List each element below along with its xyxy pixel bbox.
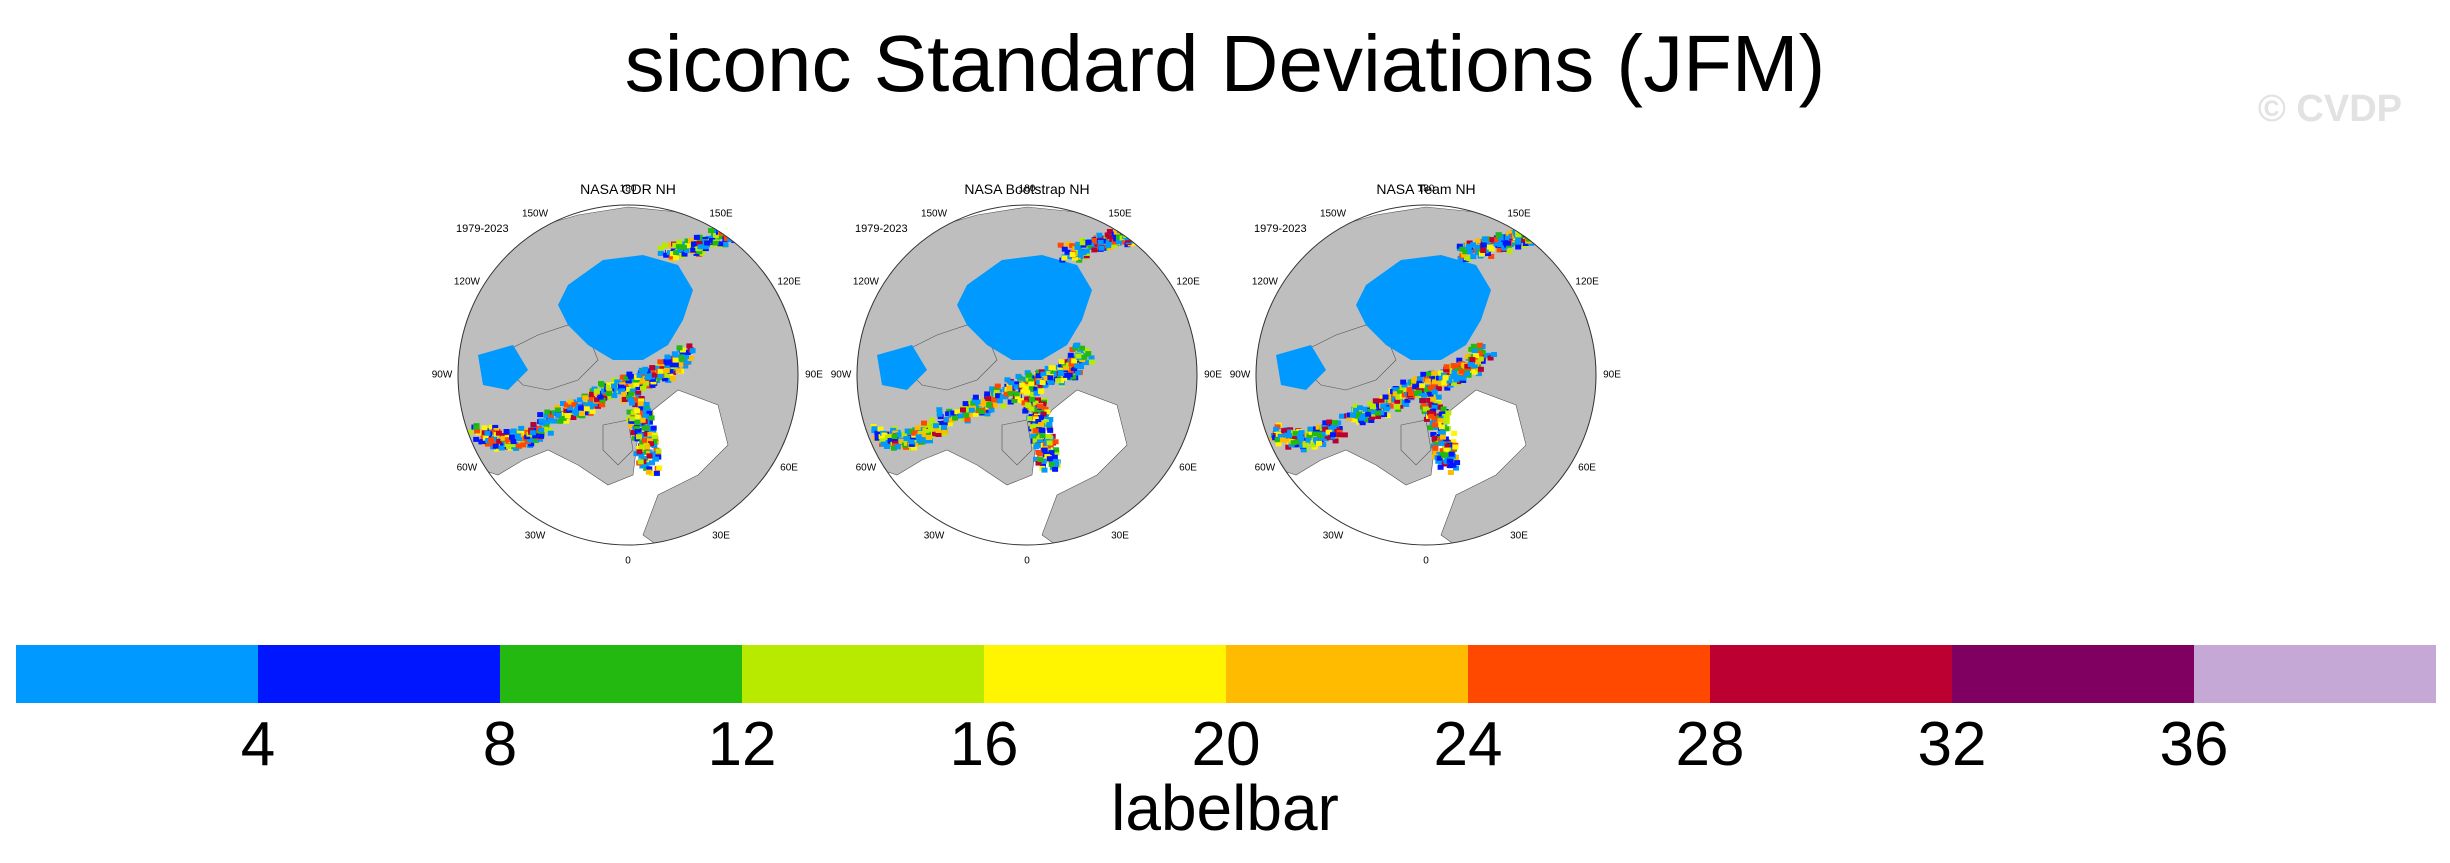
figure-title: siconc Standard Deviations (JFM)	[624, 19, 1826, 108]
arctic-ice	[558, 255, 693, 360]
land-mass	[602, 419, 634, 466]
colorbar-tick-label: 24	[1433, 710, 1503, 779]
longitude-label: 0	[625, 555, 631, 567]
longitude-label: 120W	[1251, 276, 1278, 288]
colorbar-tick-label: 28	[1675, 710, 1745, 779]
longitude-label: 60E	[1179, 462, 1197, 474]
longitude-label: 30E	[1510, 530, 1528, 542]
hudson-bay-ice	[478, 345, 528, 390]
longitude-label: 60E	[1578, 462, 1596, 474]
longitude-label: 180	[1018, 183, 1036, 195]
colorbar-tick-label: 20	[1191, 710, 1261, 779]
longitude-label: 60W	[456, 462, 478, 474]
panel-title: NASA Bootstrap NH	[964, 181, 1090, 197]
colorbar	[16, 645, 2436, 703]
map-panel-nasa-bootstrap: NASA Bootstrap NH 1979-2023 180 150E 120E 9…	[827, 175, 1227, 575]
colorbar-box	[742, 645, 984, 703]
longitude-label: 60W	[1254, 462, 1276, 474]
longitude-label: 90W	[830, 369, 852, 381]
hudson-bay-ice	[877, 345, 927, 390]
longitude-label: 0	[1423, 555, 1429, 567]
longitude-label: 90E	[1204, 369, 1222, 381]
panel-title: NASA Team NH	[1376, 181, 1476, 197]
land-mass	[1400, 419, 1432, 466]
land-mass	[1001, 419, 1033, 466]
arctic-ice	[1356, 255, 1491, 360]
colorbar-box	[984, 645, 1226, 703]
map-panel-nasa-team: NASA Team NH 1979-2023 180 150E 120E 90E 60E…	[1226, 175, 1626, 575]
period-label: 1979-2023	[1254, 223, 1307, 235]
colorbar-box	[2194, 645, 2436, 703]
colorbar-tick-label: 8	[482, 710, 518, 779]
colorbar-box	[1952, 645, 2194, 703]
colorbar-label: labelbar	[1111, 772, 1339, 844]
longitude-label: 90E	[1603, 369, 1621, 381]
colorbar-tick-label: 32	[1917, 710, 1987, 779]
longitude-label: 90W	[1229, 369, 1251, 381]
longitude-label: 0	[1024, 555, 1030, 567]
polar-stereo-map	[457, 204, 799, 546]
longitude-label: 120E	[1575, 276, 1599, 288]
colorbar-tick-label: 16	[949, 710, 1019, 779]
period-label: 1979-2023	[855, 223, 908, 235]
colorbar-box	[16, 645, 258, 703]
longitude-label: 150E	[1507, 208, 1531, 220]
map-boundary	[856, 204, 1198, 546]
longitude-label: 120E	[777, 276, 801, 288]
colorbar-tick-label: 4	[240, 710, 276, 779]
polar-stereo-map	[856, 204, 1198, 546]
arctic-ice	[957, 255, 1092, 360]
longitude-label: 60W	[855, 462, 877, 474]
hudson-bay-ice	[1276, 345, 1326, 390]
map-boundary	[1255, 204, 1597, 546]
colorbar-box	[258, 645, 500, 703]
panel-title: NASA CDR NH	[580, 181, 676, 197]
longitude-label: 90E	[805, 369, 823, 381]
colorbar-tick-label: 36	[2159, 710, 2229, 779]
longitude-label: 150E	[1108, 208, 1132, 220]
map-boundary	[457, 204, 799, 546]
period-label: 1979-2023	[456, 223, 509, 235]
colorbar-box	[1710, 645, 1952, 703]
longitude-label: 120W	[852, 276, 879, 288]
colorbar-box	[500, 645, 742, 703]
longitude-label: 180	[619, 183, 637, 195]
longitude-label: 30W	[923, 530, 945, 542]
polar-stereo-map	[1255, 204, 1597, 546]
longitude-label: 90W	[431, 369, 453, 381]
longitude-label: 150E	[709, 208, 733, 220]
longitude-label: 150W	[920, 208, 948, 220]
longitude-label: 30W	[1322, 530, 1344, 542]
colorbar-tick-label: 12	[707, 710, 777, 779]
longitude-label: 30W	[524, 530, 546, 542]
longitude-label: 60E	[780, 462, 798, 474]
map-panel-nasa-cdr: NASA CDR NH 1979-2023 180 150E 120E 90E 60E 3…	[428, 175, 828, 575]
longitude-label: 30E	[1111, 530, 1129, 542]
longitude-label: 150W	[521, 208, 549, 220]
longitude-label: 30E	[712, 530, 730, 542]
longitude-label: 120W	[453, 276, 480, 288]
longitude-label: 150W	[1319, 208, 1347, 220]
longitude-label: 120E	[1176, 276, 1200, 288]
colorbar-box	[1226, 645, 1468, 703]
longitude-label: 180	[1417, 183, 1435, 195]
colorbar-box	[1468, 645, 1710, 703]
cvdp-watermark: © CVDP	[2257, 88, 2402, 130]
